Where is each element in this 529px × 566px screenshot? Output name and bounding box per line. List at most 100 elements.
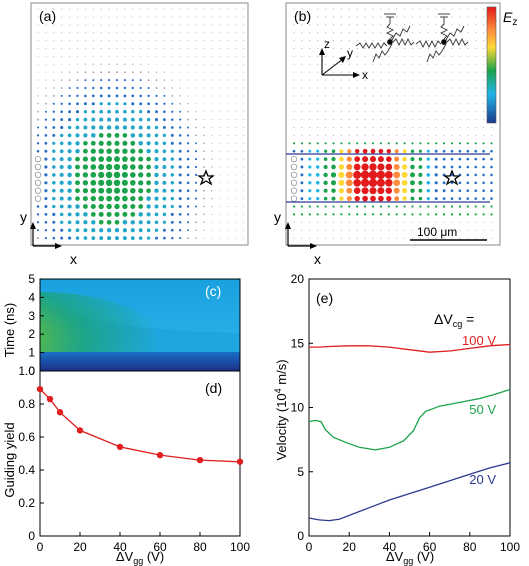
lattice-dot (309, 103, 311, 105)
lattice-dot (77, 32, 78, 34)
lattice-dot (69, 24, 71, 26)
lattice-dot (434, 173, 438, 177)
lattice-dot (467, 48, 469, 49)
lattice-dot (53, 16, 55, 18)
lattice-dot (435, 213, 438, 216)
lattice-dot (130, 195, 136, 202)
lattice-dot (131, 102, 135, 106)
lattice-dot (451, 134, 453, 136)
lattice-dot (219, 79, 221, 81)
lattice-dot (195, 87, 197, 89)
lattice-dot (130, 164, 136, 170)
lattice-dot (92, 55, 94, 57)
lattice-dot (396, 127, 398, 128)
lattice-dot (162, 180, 167, 185)
lattice-dot (227, 237, 229, 239)
lattice-dot (242, 103, 244, 105)
lattice-dot (490, 197, 493, 200)
lattice-dot (148, 55, 150, 57)
lattice-dot (178, 221, 182, 224)
lattice-dot (293, 103, 295, 105)
lattice-dot (309, 16, 311, 18)
lattice-dot (171, 63, 173, 65)
lattice-dot (92, 48, 94, 49)
lattice-dot (179, 102, 182, 105)
lattice-dot (195, 8, 197, 10)
lattice-dot (483, 229, 485, 231)
lattice-dot (113, 187, 121, 194)
lattice-dot (324, 142, 327, 145)
lattice-dot (404, 63, 406, 65)
lattice-dot (309, 63, 311, 65)
lattice-dot (346, 196, 352, 202)
lattice-dot (123, 79, 126, 82)
lattice-dot (194, 158, 198, 161)
lattice-dot (98, 203, 104, 210)
panel-e-xlabel: ΔVgg (V) (386, 549, 434, 566)
lattice-dot (395, 142, 398, 145)
lattice-dot (380, 55, 382, 57)
lattice-dot (242, 158, 244, 160)
lattice-dot (242, 174, 244, 176)
lattice-dot (372, 103, 374, 105)
lattice-dot (123, 109, 127, 114)
lattice-dot (163, 24, 165, 26)
lattice-dot (156, 40, 157, 42)
lattice-dot (211, 197, 213, 200)
lattice-dot (443, 95, 445, 97)
lattice-dot (426, 197, 430, 201)
lattice-dot (68, 79, 71, 81)
lattice-dot (154, 141, 159, 146)
panel-a-axes-icon (30, 222, 62, 249)
lattice-dot (467, 134, 469, 136)
lattice-dot (490, 142, 493, 145)
lattice-dot (333, 8, 334, 10)
lattice-dot (123, 102, 127, 106)
lattice-dot (44, 110, 47, 113)
y-tick-label: 0 (28, 364, 35, 378)
lattice-dot (69, 40, 71, 42)
lattice-dot (195, 142, 197, 145)
y-tick-label: 0.6 (18, 430, 35, 444)
lattice-dot (211, 150, 213, 152)
lattice-dot (178, 157, 182, 161)
lattice-dot (227, 111, 229, 113)
lattice-dot (186, 205, 190, 208)
lattice-dot (491, 229, 492, 231)
lattice-dot (219, 95, 221, 97)
lattice-dot (490, 205, 493, 208)
lattice-dot (443, 134, 445, 136)
panel-a-axis-y: y (20, 209, 27, 225)
lattice-dot (451, 32, 453, 34)
lattice-dot (148, 48, 150, 49)
lattice-dot (426, 173, 431, 177)
lattice-dot (451, 119, 453, 121)
lattice-dot (459, 103, 461, 105)
lattice-dot (459, 127, 461, 128)
lattice-dot (235, 16, 236, 18)
lattice-dot (146, 148, 151, 154)
panel-b: (b) z y x (274, 2, 501, 267)
lattice-dot (419, 71, 421, 73)
lattice-dot (154, 164, 159, 170)
lattice-dot (419, 32, 421, 34)
lattice-dot (203, 221, 205, 223)
yield-point (56, 409, 64, 416)
lattice-dot (401, 171, 408, 178)
lattice-dot (372, 221, 374, 223)
lattice-dot (162, 172, 167, 177)
lattice-dot (317, 71, 319, 73)
lattice-dot (113, 171, 121, 179)
lattice-dot (140, 55, 142, 57)
lattice-dot (435, 48, 437, 49)
lattice-dot (368, 178, 378, 187)
y-tick-label: 1 (28, 346, 35, 360)
lattice-dot (451, 8, 453, 10)
lattice-dot (68, 236, 72, 240)
lattice-dot (53, 79, 55, 81)
lattice-dot (309, 134, 311, 136)
lattice-dot (186, 197, 190, 200)
lattice-dot (338, 179, 345, 186)
lattice-dot (459, 134, 461, 136)
lattice-dot (219, 24, 221, 26)
